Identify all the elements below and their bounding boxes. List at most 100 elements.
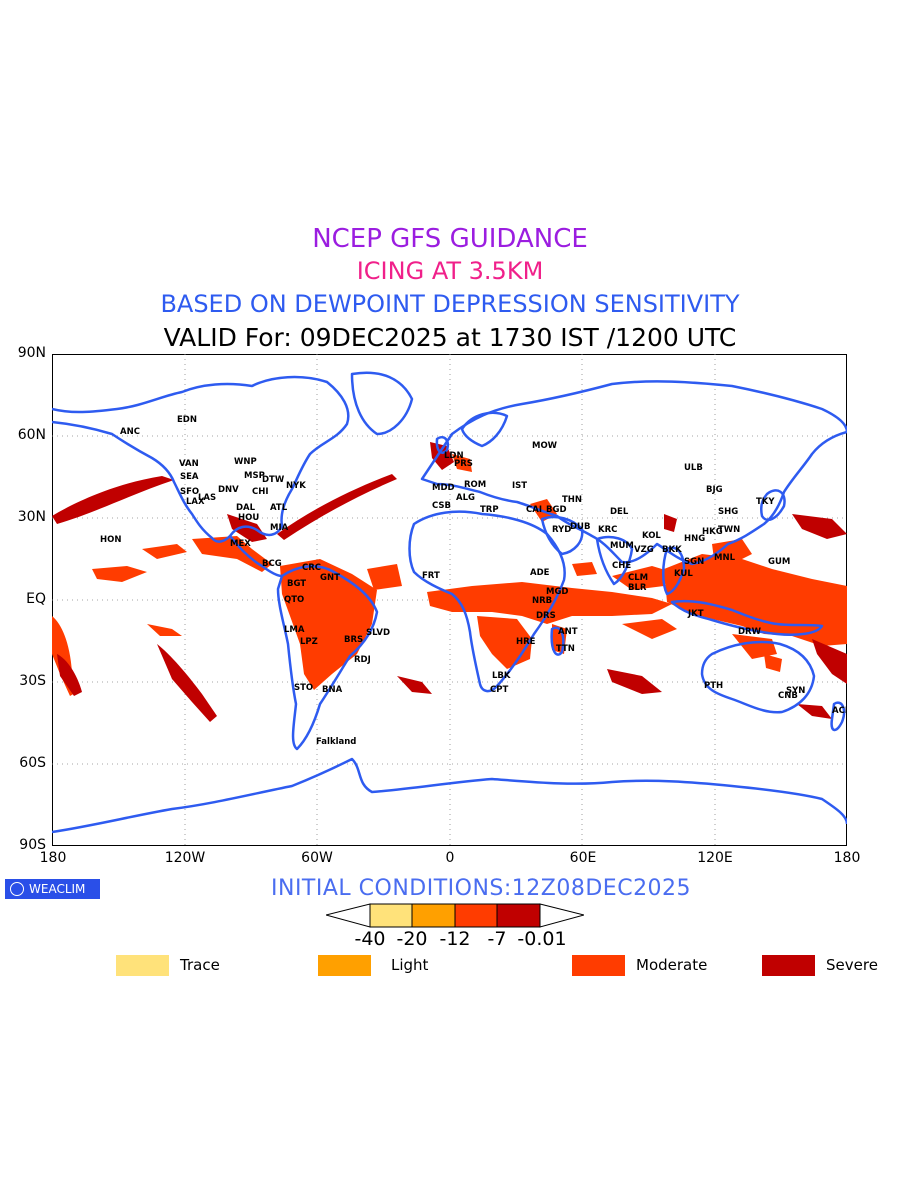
coastline-arabia: [540, 515, 584, 556]
station-label: BGT: [287, 579, 306, 589]
lon-label-60e: 60E: [569, 850, 597, 866]
station-label: CHE: [612, 561, 631, 571]
icing-area-tasman: [797, 704, 832, 719]
icing-area-mid-atlantic: [367, 564, 402, 590]
chart-subtitle-method: BASED ON DEWPOINT DEPRESSION SENSITIVITY: [160, 290, 740, 318]
station-label: LBK: [492, 671, 511, 681]
world-icing-map: ANC EDN VAN WNP SEA MSP DTW NYK SFO CHI …: [52, 354, 847, 846]
icing-area-east-asia: [664, 514, 677, 532]
icing-area-south-pacific: [157, 644, 217, 722]
coastline-australia: [700, 640, 816, 714]
lon-label-180w: 180: [39, 850, 67, 866]
station-label: ROM: [464, 480, 486, 490]
station-label: DNV: [218, 485, 239, 495]
station-label: KUL: [674, 569, 693, 579]
station-label: LAX: [186, 497, 205, 507]
icing-area-europe: [452, 454, 472, 472]
station-label: DRS: [536, 611, 556, 621]
station-label: ATL: [270, 503, 288, 513]
lat-label-30s: 30S: [19, 673, 46, 689]
station-label: VZG: [634, 545, 654, 555]
colorbar-tick: -40: [354, 928, 386, 950]
station-label: KOL: [642, 531, 661, 541]
lon-label-60w: 60W: [301, 850, 333, 866]
station-label: STO: [294, 683, 313, 693]
icing-area-australia-se: [764, 654, 782, 672]
coastline-central-america: [229, 535, 283, 578]
lat-label-90s: 90S: [19, 837, 46, 853]
icing-area-india-w: [572, 562, 597, 576]
legend-swatch-severe: [762, 955, 815, 976]
coastline-scandinavia: [460, 411, 509, 448]
coastlines: [52, 371, 847, 834]
legend-label-moderate: Moderate: [636, 956, 708, 974]
lat-label-eq: EQ: [26, 591, 46, 607]
station-label: VAN: [179, 459, 199, 469]
icing-area-maritime-continent: [664, 554, 847, 646]
chart-subtitle-icing-level: ICING AT 3.5KM: [356, 257, 544, 285]
station-label: RDJ: [354, 655, 371, 665]
station-label: BGD: [546, 505, 567, 515]
station-label: TWN: [718, 525, 740, 535]
coastline-india: [595, 535, 634, 586]
station-label: FRT: [422, 571, 440, 581]
station-label: HOU: [238, 513, 259, 523]
station-label: ACLT: [832, 706, 847, 716]
lon-label-120w: 120W: [164, 850, 206, 866]
valid-time-label: VALID For: 09DEC2025 at 1730 IST /1200 U…: [163, 323, 737, 352]
coastline-antarctica: [52, 757, 847, 834]
station-label: ALG: [456, 493, 475, 503]
icing-area-pacific-s: [57, 654, 82, 696]
station-label: DTW: [262, 475, 285, 485]
station-label: HON: [100, 535, 121, 545]
colorbar-right-arrow: [539, 903, 584, 928]
icing-area-west-pacific-n: [792, 514, 847, 539]
coastline-british-isles: [435, 435, 449, 454]
weaclim-logo-icon: [10, 882, 24, 896]
station-label: TTN: [556, 644, 575, 654]
colorbar-tick: -7: [487, 928, 507, 950]
station-label: IST: [512, 481, 527, 491]
station-label: ULB: [684, 463, 703, 473]
icing-area-caribbean: [192, 536, 272, 572]
icing-area-south-atlantic: [397, 676, 432, 694]
station-label: EDN: [177, 415, 197, 425]
station-label: MUM: [610, 541, 634, 551]
station-label: HRE: [516, 637, 536, 647]
icing-area-southwest-pacific: [812, 639, 847, 684]
station-label: GNT: [320, 573, 340, 583]
station-label: LPZ: [300, 637, 318, 647]
icing-area-central-pacific: [92, 566, 147, 582]
station-label: NRB: [532, 596, 552, 606]
station-label: LDN: [444, 451, 464, 461]
icing-area-indian-ocean: [622, 619, 677, 639]
station-label: DRW: [738, 627, 762, 637]
station-label: DAL: [236, 503, 256, 513]
colorbar-left-arrow: [326, 903, 371, 928]
station-label: CSB: [432, 501, 451, 511]
station-label: CPT: [490, 685, 508, 695]
station-label: BLR: [628, 583, 647, 593]
station-label: MIA: [270, 523, 289, 533]
station-label: WNP: [234, 457, 257, 467]
lon-label-0: 0: [445, 850, 455, 866]
lat-label-30n: 30N: [17, 509, 46, 525]
legend-swatch-trace: [116, 955, 169, 976]
station-label: MSP: [244, 471, 265, 481]
lon-label-180e: 180: [833, 850, 861, 866]
colorbar-segment-severe: [496, 903, 541, 928]
station-label: SFO: [180, 487, 199, 497]
station-label: BRS: [344, 635, 363, 645]
station-label: HNG: [684, 534, 705, 544]
station-label: HKG: [702, 527, 723, 537]
station-label: KRC: [598, 525, 617, 535]
icing-area-north-australia: [732, 634, 777, 659]
station-label: MDD: [432, 483, 455, 493]
coastline-new-zealand: [830, 701, 846, 732]
chart-title: NCEP GFS GUIDANCE: [312, 224, 588, 254]
colorbar-tick: -0.01: [517, 928, 567, 950]
colorbar-segment-trace: [369, 903, 413, 928]
station-label: TKY: [756, 497, 775, 507]
station-label: MNL: [714, 553, 736, 563]
station-label: CAI: [526, 505, 542, 515]
